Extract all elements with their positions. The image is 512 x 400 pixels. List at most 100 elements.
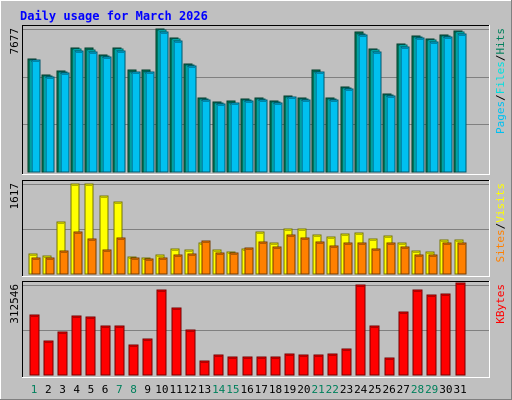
bar-sites-day-4 (73, 231, 83, 275)
bar-pages-day-16 (244, 100, 254, 173)
day-label-26: 26 (382, 383, 395, 396)
bar-sites-day-6 (102, 249, 112, 275)
bar-kbytes-day-31 (455, 282, 466, 376)
day-label-12: 12 (184, 383, 197, 396)
bar-kbytes-day-13 (199, 360, 210, 376)
bar-sites-day-16 (244, 247, 254, 275)
series-label-part: KBytes (494, 284, 507, 324)
panel-max-label: 312546 (8, 284, 21, 324)
bar-pages-day-30 (443, 36, 453, 173)
day-label-20: 20 (297, 383, 310, 396)
bar-kbytes-day-7 (114, 325, 125, 376)
bar-kbytes-day-28 (412, 289, 423, 376)
bar-pages-day-9 (145, 71, 155, 173)
day-label-4: 4 (73, 383, 80, 396)
day-label-17: 17 (255, 383, 268, 396)
panel-visits-sites: 1617 Sites/Visits (8, 180, 507, 277)
day-label-2: 2 (45, 383, 52, 396)
series-label-part: Visits (494, 183, 507, 223)
day-label-11: 11 (169, 383, 182, 396)
bar-sites-day-18 (272, 246, 282, 275)
panel-background (22, 281, 490, 378)
bar-sites-day-8 (130, 257, 140, 275)
bar-kbytes-day-1 (29, 314, 40, 376)
bar-sites-day-28 (414, 254, 424, 275)
day-label-28: 28 (411, 383, 424, 396)
panel-series-label: Sites/Visits (494, 183, 507, 263)
bar-sites-day-13 (201, 240, 211, 275)
bar-sites-day-25 (371, 248, 381, 275)
bar-pages-day-10 (159, 31, 169, 173)
bar-kbytes-day-3 (57, 331, 68, 376)
bar-sites-day-20 (300, 237, 310, 275)
bar-pages-day-28 (415, 37, 425, 173)
bar-pages-day-23 (344, 88, 354, 173)
bar-kbytes-day-24 (355, 284, 366, 376)
bar-sites-day-29 (428, 254, 438, 275)
bar-sites-day-11 (173, 254, 183, 275)
bar-sites-day-31 (457, 242, 467, 275)
bar-sites-day-12 (187, 253, 197, 275)
series-label-part: Pages (494, 101, 507, 134)
bar-sites-day-1 (31, 257, 41, 275)
bar-sites-day-5 (87, 238, 97, 275)
bar-kbytes-day-2 (43, 340, 54, 376)
chart-title: Daily usage for March 2026 (20, 9, 208, 23)
bar-pages-day-27 (400, 46, 410, 173)
bar-kbytes-day-26 (384, 357, 395, 376)
bar-kbytes-day-25 (369, 325, 380, 376)
bar-sites-day-7 (116, 237, 126, 275)
bar-pages-day-11 (173, 40, 183, 173)
bar-kbytes-day-23 (341, 348, 352, 376)
bar-sites-day-15 (229, 252, 239, 275)
bar-pages-day-19 (287, 96, 297, 173)
bar-pages-day-8 (131, 71, 141, 173)
bar-pages-day-29 (429, 41, 439, 173)
bar-pages-day-3 (60, 72, 70, 173)
bar-pages-day-4 (74, 50, 84, 173)
bar-kbytes-day-17 (256, 356, 267, 376)
bar-pages-day-26 (386, 95, 396, 173)
bar-pages-day-21 (315, 71, 325, 173)
bar-kbytes-day-21 (313, 354, 324, 376)
day-label-9: 9 (144, 383, 151, 396)
series-label-part: Sites (494, 229, 507, 262)
bar-kbytes-day-22 (327, 353, 338, 376)
bar-pages-day-25 (372, 51, 382, 173)
bar-kbytes-day-15 (227, 356, 238, 376)
day-label-3: 3 (59, 383, 66, 396)
bar-kbytes-day-11 (171, 307, 182, 376)
day-label-15: 15 (226, 383, 239, 396)
bar-sites-day-17 (258, 241, 268, 275)
bar-pages-day-12 (187, 65, 197, 173)
day-label-30: 30 (439, 383, 452, 396)
day-label-5: 5 (88, 383, 95, 396)
series-label-part: / (494, 55, 507, 62)
bar-sites-day-24 (357, 242, 367, 275)
bar-sites-day-23 (343, 242, 353, 275)
bar-pages-day-5 (88, 51, 98, 173)
day-label-8: 8 (130, 383, 137, 396)
panel-max-label: 7677 (8, 28, 21, 55)
day-label-1: 1 (31, 383, 38, 396)
bar-kbytes-day-16 (242, 356, 253, 376)
day-label-14: 14 (212, 383, 226, 396)
bar-kbytes-day-30 (440, 293, 451, 376)
series-label-part: Files (494, 61, 507, 94)
bar-pages-day-1 (31, 59, 41, 173)
panel-max-label: 1617 (8, 183, 21, 210)
bar-pages-day-13 (201, 99, 211, 173)
bar-sites-day-19 (286, 234, 296, 275)
bar-pages-day-7 (116, 50, 126, 173)
bar-pages-day-20 (301, 99, 311, 173)
bar-pages-day-18 (273, 102, 283, 173)
panel-series-label: KBytes (494, 284, 507, 324)
bar-kbytes-day-9 (142, 338, 153, 376)
day-label-13: 13 (198, 383, 211, 396)
day-label-27: 27 (397, 383, 410, 396)
day-label-31: 31 (453, 383, 466, 396)
bar-sites-day-21 (315, 241, 325, 275)
day-label-16: 16 (240, 383, 253, 396)
